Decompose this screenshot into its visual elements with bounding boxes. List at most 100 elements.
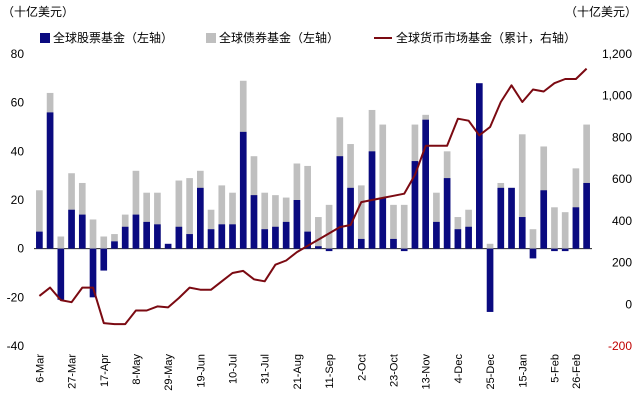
bond-bar [315, 217, 322, 249]
equity-bar [379, 197, 387, 249]
equity-bar [132, 214, 140, 249]
equity-bar [111, 241, 118, 249]
equity-bar [272, 226, 279, 249]
bond-bar [400, 204, 408, 249]
x-tick-label: 19-Jun [195, 354, 207, 388]
left-tick-label: 40 [11, 144, 25, 158]
bond-bar [561, 212, 569, 249]
x-tick-label: 8-May [131, 354, 143, 385]
x-tick-label: 11-Sep [324, 354, 336, 389]
bond-bar [325, 204, 333, 249]
equity-bar [164, 243, 172, 249]
equity-bar [561, 248, 569, 252]
equity-bar [476, 83, 483, 249]
equity-bar [486, 248, 494, 312]
equity-bar [315, 246, 322, 249]
equity-bar [293, 200, 301, 249]
equity-bar [529, 248, 537, 259]
equity-bar [465, 226, 472, 249]
equity-bar [518, 217, 526, 249]
left-axis-unit: （十亿美元） [2, 4, 74, 19]
x-tick-label: 27-Mar [67, 354, 79, 389]
equity-bar [304, 231, 311, 249]
equity-bar [68, 209, 75, 249]
equity-bar [443, 178, 451, 249]
equity-bar [197, 187, 204, 249]
legend-equity-swatch [40, 33, 50, 43]
equity-bar [261, 229, 269, 249]
equity-bar [218, 224, 226, 249]
equity-bar [325, 248, 333, 252]
equity-bar [583, 182, 590, 249]
x-tick-label: 13-Nov [421, 354, 433, 390]
equity-bar [89, 248, 97, 298]
equity-bar [400, 248, 408, 252]
right-tick-label: 400 [612, 214, 632, 228]
bond-bar [272, 195, 279, 249]
x-tick-label: 23-Oct [388, 354, 400, 387]
legend-equity-label: 全球股票基金（左轴） [53, 30, 173, 45]
right-tick-label: 200 [612, 256, 632, 270]
bond-bar [390, 204, 397, 249]
equity-bar [154, 224, 161, 249]
equity-bar [175, 226, 183, 249]
legend-bond-swatch [206, 33, 216, 43]
bond-bar [433, 192, 440, 249]
bond-bar [304, 165, 311, 249]
right-tick-label: 1,200 [602, 47, 632, 61]
equity-bar [46, 112, 54, 249]
equity-bar [508, 187, 515, 249]
equity-bar [36, 231, 43, 249]
money-market-line [38, 67, 588, 326]
right-tick-label: 0 [625, 297, 632, 311]
bond-bar [218, 185, 226, 249]
x-tick-label: 25-Dec [485, 354, 497, 390]
equity-bar [239, 131, 247, 249]
equity-bar [57, 248, 65, 300]
left-tick-label: -40 [7, 339, 25, 353]
equity-bar [347, 187, 354, 249]
equity-bar [551, 248, 558, 252]
right-tick-label: 600 [612, 172, 632, 186]
bond-bar [261, 192, 269, 249]
bond-bar [100, 236, 108, 249]
bond-bar [229, 192, 236, 249]
bond-bar [486, 243, 494, 249]
left-tick-label: 0 [17, 242, 24, 256]
x-tick-label: 29-May [163, 354, 175, 391]
x-tick-label: 10-Jul [228, 354, 240, 384]
bond-bar [379, 124, 387, 249]
left-tick-label: 60 [11, 96, 25, 110]
bond-bar [529, 229, 537, 249]
equity-bar [357, 238, 365, 249]
x-tick-label: 21-Aug [292, 354, 304, 389]
left-tick-label: 80 [11, 47, 25, 61]
x-tick-label: 31-Jul [260, 354, 272, 384]
x-tick-label: 26-Feb [571, 354, 583, 389]
bond-bar [143, 192, 150, 249]
equity-bar [390, 238, 397, 249]
bond-bar [57, 236, 65, 249]
bond-bar [518, 134, 526, 249]
equity-bar [572, 207, 580, 249]
bond-bar [175, 180, 183, 249]
x-tick-label: 4-Dec [453, 354, 465, 384]
equity-bar [282, 221, 290, 249]
x-tick-label: 2-Oct [356, 354, 368, 381]
bond-bar [132, 170, 140, 249]
right-tick-label: -200 [608, 339, 632, 353]
equity-bar [229, 224, 236, 249]
equity-bar [433, 221, 440, 249]
x-tick-label: 6-Mar [34, 354, 46, 383]
x-tick-label: 17-Apr [99, 354, 111, 387]
bond-bar [36, 190, 43, 249]
bond-bar [551, 207, 558, 249]
left-tick-label: -20 [7, 290, 25, 304]
right-tick-label: 800 [612, 130, 632, 144]
legend: 全球股票基金（左轴） 全球债券基金（左轴） 全球货币市场基金（累计，右轴） [40, 30, 576, 45]
equity-bar [186, 234, 193, 249]
left-tick-label: 20 [11, 193, 25, 207]
equity-bar [336, 156, 344, 249]
right-tick-label: 1,000 [602, 89, 632, 103]
